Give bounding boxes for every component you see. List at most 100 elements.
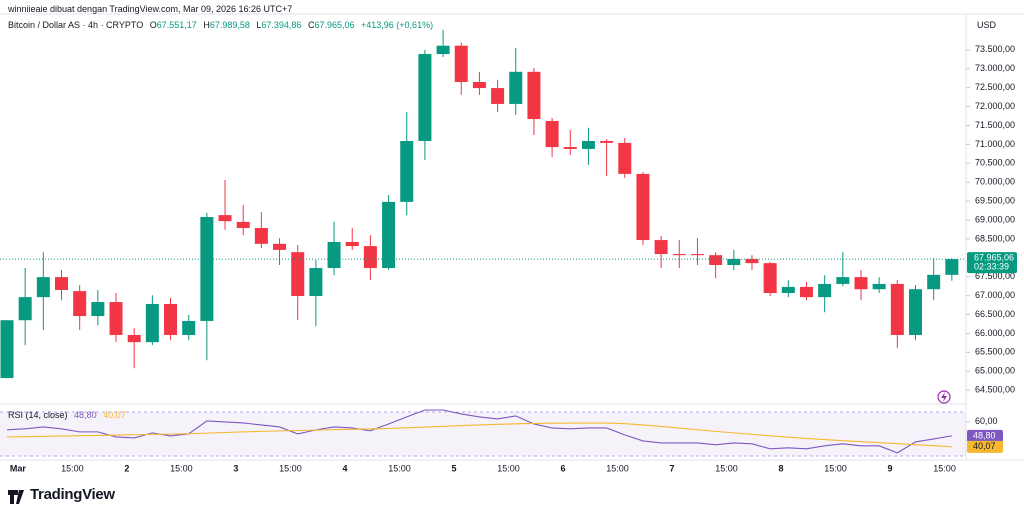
x-tick-label: 15:00 <box>388 463 411 473</box>
y-tick-label: 69.000,00 <box>975 214 1015 224</box>
y-tick-label: 72.000,00 <box>975 101 1015 111</box>
candle-body <box>254 227 268 244</box>
candle-body <box>654 240 668 255</box>
brand-logo <box>8 490 24 504</box>
candle-body <box>763 263 777 293</box>
currency[interactable]: USD <box>977 20 997 30</box>
candle-body <box>945 259 959 275</box>
y-tick-label: 64.500,00 <box>975 385 1015 395</box>
candle-body <box>818 283 832 298</box>
y-tick-label: 67.000,00 <box>975 290 1015 300</box>
y-tick-label: 69.500,00 <box>975 195 1015 205</box>
close-key: C <box>307 20 315 30</box>
x-tick-label: 2 <box>124 463 129 473</box>
value-badge-label: 48,80 <box>973 430 996 440</box>
candle-body <box>327 241 341 269</box>
y-tick-label: 65.000,00 <box>975 366 1015 376</box>
rsi-line <box>6 422 952 448</box>
candle-body <box>454 45 468 83</box>
candle-body <box>145 303 159 343</box>
brand[interactable]: TradingView <box>30 486 115 503</box>
candle-body <box>600 140 614 143</box>
high-key: H <box>203 20 210 30</box>
y-tick-label: 71.500,00 <box>975 120 1015 130</box>
candle-body <box>618 142 632 174</box>
y-tick-label: 66.000,00 <box>975 328 1015 338</box>
y-tick-label: 70.000,00 <box>975 177 1015 187</box>
x-tick-label: 7 <box>670 463 675 473</box>
candle-body <box>164 303 178 335</box>
candle-body <box>581 140 595 149</box>
candle-body <box>709 255 723 266</box>
y-tick-label: 68.500,00 <box>975 233 1015 243</box>
candle-body <box>836 277 850 284</box>
candle-body <box>491 88 505 104</box>
rsi-ma-value: 40,07 <box>103 410 126 420</box>
rsi-title: RSI (14, close) <box>8 410 68 420</box>
open-key: O <box>149 20 157 30</box>
candle-body <box>36 277 50 298</box>
candle-body <box>927 274 941 290</box>
candle-body <box>200 216 214 321</box>
candle-body <box>109 302 123 335</box>
candle-body <box>0 320 14 379</box>
candle-body <box>291 252 305 297</box>
y-tick-label: 70.500,00 <box>975 158 1015 168</box>
candle-body <box>636 173 650 241</box>
rsi-line <box>6 409 952 454</box>
candle-body <box>872 283 886 290</box>
x-tick-label: 15:00 <box>61 463 84 473</box>
x-tick-label: 15:00 <box>279 463 302 473</box>
candle-body <box>345 241 359 247</box>
candle-body <box>745 258 759 264</box>
candle-body <box>273 243 287 250</box>
candle-body <box>799 286 813 298</box>
x-tick-label: 15:00 <box>824 463 847 473</box>
value-badge <box>967 440 1003 453</box>
low-value: 67.394,86 <box>261 20 302 30</box>
candle-body <box>909 289 922 335</box>
candle-body <box>309 268 323 297</box>
close-value: 67.965,06 <box>314 20 355 30</box>
low-key: L <box>256 20 262 30</box>
x-tick-label: 9 <box>888 463 893 473</box>
candle-body <box>182 320 196 335</box>
candle-body <box>545 120 559 148</box>
countdown: 02:33:39 <box>974 262 1009 272</box>
candle-body <box>854 277 868 290</box>
value-badge-label: 40,07 <box>973 441 996 451</box>
candle-body <box>18 297 32 321</box>
x-tick-label: 3 <box>233 463 238 473</box>
candle-body <box>91 302 105 317</box>
x-tick-label: 15:00 <box>715 463 738 473</box>
candle-body <box>236 221 250 228</box>
y-tick-label: 67.500,00 <box>975 271 1015 281</box>
candle-body <box>73 291 87 317</box>
price-badge-label: 67.965,06 <box>974 253 1014 263</box>
change: +413,96 (+0,61%) <box>361 20 434 30</box>
y-tick-label: 73.000,00 <box>975 63 1015 73</box>
candle-body <box>509 71 523 104</box>
candle-body <box>400 140 414 202</box>
x-tick-label: Mar <box>10 463 27 473</box>
attribution: winniieaie dibuat dengan TradingView.com… <box>8 4 293 14</box>
x-tick-label: 15:00 <box>170 463 193 473</box>
candle-body <box>418 54 432 141</box>
high-value: 67.989,58 <box>209 20 250 30</box>
candle-body <box>890 283 904 335</box>
candle-body <box>672 254 686 256</box>
open-value: 67.551,17 <box>156 20 197 30</box>
candle-body <box>563 147 577 149</box>
candle-body <box>218 215 232 222</box>
candle-body <box>436 45 450 55</box>
candle-body <box>690 254 704 256</box>
rsi-value: 48,80 <box>74 410 97 420</box>
y-tick-label: 71.000,00 <box>975 139 1015 149</box>
x-tick-label: 15:00 <box>933 463 956 473</box>
x-tick-label: 15:00 <box>606 463 629 473</box>
y-tick-label: 73.500,00 <box>975 44 1015 54</box>
candle-body <box>727 258 741 266</box>
candle-body <box>127 334 141 343</box>
